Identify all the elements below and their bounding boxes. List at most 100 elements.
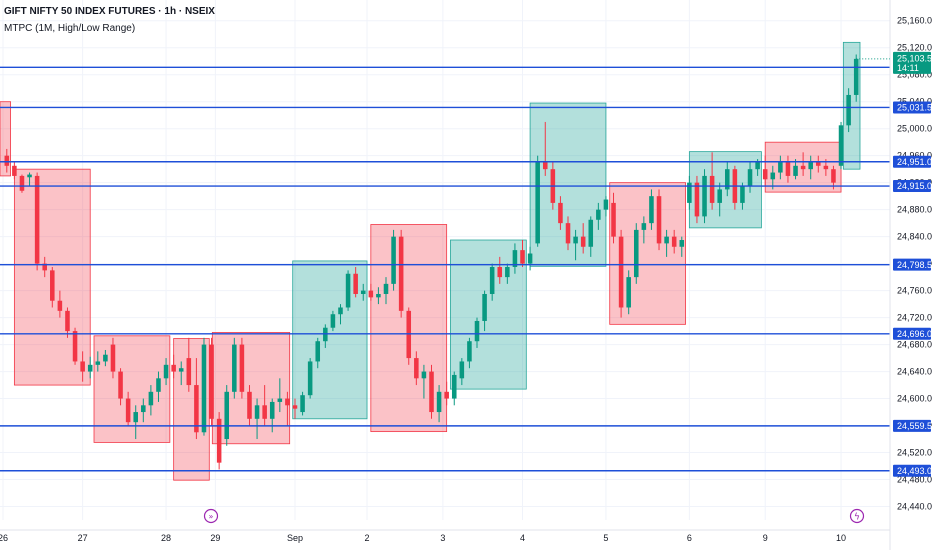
candle-bullish: [664, 236, 669, 244]
candle-bullish: [679, 240, 685, 247]
level-price-label: 24,559.5: [897, 421, 932, 431]
svg-text:ϟ: ϟ: [854, 513, 860, 523]
horizontal-levels: [0, 66, 890, 472]
x-tick-label: 5: [603, 533, 608, 543]
candle-bearish: [414, 358, 419, 379]
y-tick-label: 24,760.0: [897, 286, 932, 296]
candle-bullish: [573, 236, 578, 244]
y-tick-label: 25,120.0: [897, 43, 932, 53]
candle-bearish: [785, 162, 791, 176]
candle-bearish: [831, 169, 836, 183]
y-tick-label: 25,160.0: [897, 16, 932, 26]
candle-bullish: [103, 354, 108, 362]
dividend-event-icon[interactable]: »: [203, 508, 219, 524]
candle-bearish: [19, 175, 25, 191]
y-tick-label: 24,440.0: [897, 502, 932, 512]
candle-bearish: [216, 418, 222, 463]
candle-bullish: [853, 58, 859, 95]
y-tick-label: 24,720.0: [897, 313, 932, 323]
y-tick-label: 24,840.0: [897, 232, 932, 242]
candle-bearish: [209, 344, 214, 419]
candle-bullish: [232, 344, 237, 392]
last-price-tag: [893, 51, 931, 74]
candle-bullish: [163, 364, 169, 379]
candle-bullish: [489, 267, 495, 294]
candle-bearish: [656, 196, 662, 244]
candle-bearish: [292, 405, 298, 409]
y-tick-label: 24,480.0: [897, 475, 932, 485]
candle-bullish: [269, 401, 275, 419]
level-price-tag: [893, 464, 931, 477]
last-price-label: 25,103.5: [897, 53, 932, 63]
candle-bearish: [444, 391, 449, 399]
candle-bullish: [725, 169, 730, 190]
candle-bearish: [580, 236, 586, 247]
candle-bullish: [740, 186, 745, 203]
time-axis[interactable]: 26 27 28 29 Sep 2 3 4 5 6 9 10: [0, 529, 890, 543]
candle-bullish: [307, 361, 313, 396]
bullish-range-box: [688, 151, 762, 229]
candle-bearish: [65, 310, 70, 332]
candle-bullish: [626, 277, 631, 308]
level-price-label: 24,915.0: [897, 181, 932, 191]
candle-bearish: [542, 162, 548, 170]
candle-bearish: [239, 344, 245, 392]
candle-bullish: [649, 196, 654, 224]
candle-bearish: [247, 391, 252, 419]
svg-text:»: »: [209, 512, 214, 521]
candle-bearish: [520, 250, 525, 264]
candle-bullish: [505, 267, 510, 278]
candle-bullish: [459, 361, 465, 379]
level-price-tag: [893, 419, 931, 432]
x-tick-label: 26: [0, 533, 8, 543]
candle-bearish: [762, 169, 768, 180]
symbol-title[interactable]: GIFT NIFTY 50 INDEX FUTURES · 1h · NSEIX: [4, 6, 215, 17]
level-price-label: 24,696.0: [897, 329, 932, 339]
y-tick-label: 25,080.0: [897, 70, 932, 80]
candle-bullish: [133, 412, 138, 423]
event-icons[interactable]: » ϟ: [203, 508, 865, 524]
candle-bullish: [603, 199, 609, 210]
candle-bullish: [451, 374, 457, 399]
candle-bullish: [770, 172, 776, 180]
candle-bullish: [224, 391, 230, 440]
level-price-tag: [893, 155, 931, 168]
candle-bearish: [285, 398, 290, 406]
candle-bullish: [421, 371, 427, 379]
candlestick-series: [4, 54, 859, 470]
chart-grid: [0, 0, 890, 520]
candle-bearish: [50, 270, 55, 301]
candle-bullish: [793, 165, 798, 176]
x-tick-label: 28: [161, 533, 171, 543]
y-tick-label: 24,640.0: [897, 367, 932, 377]
candle-bullish: [838, 125, 844, 166]
countdown-label: 14:11: [897, 63, 919, 73]
indicator-title[interactable]: MTPC (1M, High/Low Range): [4, 23, 136, 34]
candle-bullish: [300, 395, 305, 413]
x-tick-label: Sep: [287, 533, 303, 543]
level-price-label: 25,031.5: [897, 103, 932, 113]
candle-bullish: [201, 344, 207, 433]
candle-bearish: [671, 236, 677, 247]
candle-bullish: [596, 209, 601, 220]
candle-bearish: [816, 162, 821, 166]
axis-overlays: 25,091.025,031.524,951.024,915.024,798.5…: [856, 51, 932, 477]
candle-bullish: [633, 229, 639, 278]
x-tick-label: 4: [520, 533, 525, 543]
y-tick-label: 25,000.0: [897, 124, 932, 134]
level-price-tag: [893, 258, 931, 271]
earnings-flash-icon[interactable]: ϟ: [849, 508, 865, 524]
level-price-tag: [893, 327, 931, 340]
y-tick-label: 24,960.0: [897, 151, 932, 161]
candle-bearish: [353, 273, 358, 294]
candle-bullish: [808, 162, 813, 170]
candle-bullish: [755, 162, 760, 170]
candle-bullish: [474, 320, 480, 342]
candle-bullish: [254, 405, 260, 419]
candle-bullish: [391, 236, 396, 284]
candle-bearish: [57, 300, 63, 311]
candle-bullish: [345, 273, 351, 308]
candle-bearish: [558, 202, 563, 224]
candle-bearish: [125, 398, 131, 423]
